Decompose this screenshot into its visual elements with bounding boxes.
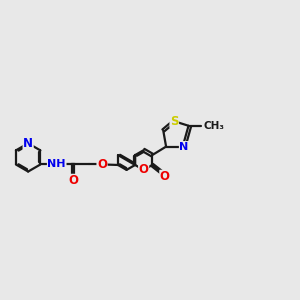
Text: S: S xyxy=(170,115,178,128)
Text: CH₃: CH₃ xyxy=(203,121,224,131)
Text: N: N xyxy=(179,142,189,152)
Text: O: O xyxy=(68,174,78,187)
Text: O: O xyxy=(97,158,107,171)
Text: NH: NH xyxy=(47,160,66,170)
Text: O: O xyxy=(160,170,170,183)
Text: N: N xyxy=(23,137,33,150)
Text: O: O xyxy=(139,164,149,176)
